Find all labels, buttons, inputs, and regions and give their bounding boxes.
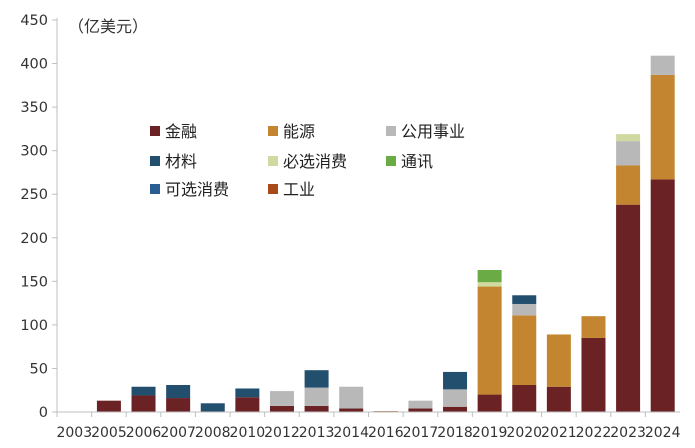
y-tick-label: 0 bbox=[39, 405, 48, 421]
bar-segment bbox=[616, 165, 641, 205]
legend-label: 公用事业 bbox=[401, 122, 465, 141]
y-tick-label: 100 bbox=[20, 318, 48, 334]
y-tick-label: 450 bbox=[20, 13, 48, 29]
bar-segment bbox=[650, 179, 675, 412]
bar-segment bbox=[443, 389, 468, 407]
legend-swatch bbox=[386, 126, 396, 136]
x-tick-label: 2003 bbox=[56, 425, 92, 441]
bar-segment bbox=[304, 405, 329, 412]
bar-segment bbox=[477, 270, 502, 283]
bar-segment bbox=[166, 398, 191, 412]
legend-label: 能源 bbox=[283, 122, 315, 141]
bar-segment bbox=[304, 387, 329, 406]
bar-segment bbox=[477, 394, 502, 412]
legend-swatch bbox=[150, 156, 160, 166]
x-tick-label: 2017 bbox=[403, 425, 439, 441]
legend-swatch bbox=[268, 126, 278, 136]
bar-segment bbox=[269, 391, 294, 406]
bar-segment bbox=[650, 74, 675, 180]
bar-segment bbox=[650, 55, 675, 75]
bar-segment bbox=[304, 370, 329, 388]
x-tick-label: 2006 bbox=[126, 425, 162, 441]
legend-swatch bbox=[268, 156, 278, 166]
bar-segment bbox=[96, 400, 121, 412]
y-tick-label: 200 bbox=[20, 231, 48, 247]
x-tick-label: 2018 bbox=[437, 425, 473, 441]
x-tick-label: 2024 bbox=[645, 425, 681, 441]
x-tick-label: 2008 bbox=[195, 425, 231, 441]
x-tick-label: 2022 bbox=[576, 425, 612, 441]
bar-segment bbox=[581, 337, 606, 412]
bar-segment bbox=[443, 371, 468, 390]
bar-segment bbox=[512, 303, 537, 316]
bar-segment bbox=[339, 408, 364, 412]
legend-label: 金融 bbox=[165, 122, 197, 141]
y-tick-label: 300 bbox=[20, 144, 48, 160]
x-tick-label: 2012 bbox=[264, 425, 300, 441]
legend-swatch bbox=[386, 156, 396, 166]
bar-segment bbox=[512, 384, 537, 412]
bars bbox=[96, 55, 675, 412]
y-tick-label: 350 bbox=[20, 100, 48, 116]
y-tick-label: 250 bbox=[20, 187, 48, 203]
x-tick-label: 2019 bbox=[472, 425, 508, 441]
bar-segment bbox=[443, 406, 468, 412]
x-tick-label: 2010 bbox=[230, 425, 266, 441]
bar-segment bbox=[131, 386, 156, 396]
legend-label: 材料 bbox=[165, 152, 197, 171]
bar-segment bbox=[546, 386, 571, 412]
bar-segment bbox=[408, 408, 433, 412]
bar-segment bbox=[200, 403, 225, 412]
y-tick-label: 400 bbox=[20, 57, 48, 73]
bar-segment bbox=[512, 295, 537, 304]
bar-segment bbox=[235, 397, 260, 412]
bar-segment bbox=[166, 384, 191, 399]
x-tick-label: 2013 bbox=[299, 425, 335, 441]
legend-swatch bbox=[150, 184, 160, 194]
bar-segment bbox=[616, 141, 641, 166]
x-tick-label: 2020 bbox=[506, 425, 542, 441]
x-tick-label: 2023 bbox=[610, 425, 646, 441]
legend-label: 可选消费 bbox=[165, 180, 229, 199]
y-tick-label: 50 bbox=[30, 361, 48, 377]
legend-label: 必选消费 bbox=[283, 152, 347, 171]
x-tick-label: 2016 bbox=[368, 425, 404, 441]
unit-label: （亿美元） bbox=[68, 17, 148, 36]
bar-segment bbox=[235, 388, 260, 398]
bar-segment bbox=[477, 282, 502, 287]
bar-segment bbox=[512, 315, 537, 385]
legend-label: 通讯 bbox=[401, 152, 433, 171]
bar-segment bbox=[546, 334, 571, 387]
bar-segment bbox=[616, 134, 641, 142]
legend-label: 工业 bbox=[283, 180, 315, 199]
x-axis: 2003200520062007200820102012201320142016… bbox=[56, 411, 681, 441]
bar-segment bbox=[339, 386, 364, 409]
bar-segment bbox=[477, 286, 502, 395]
y-tick-label: 150 bbox=[20, 274, 48, 290]
x-tick-label: 2005 bbox=[91, 425, 127, 441]
y-axis: 0 50 100 150 200 250 300 350 400 450 bbox=[20, 13, 58, 421]
x-tick-label: 2007 bbox=[160, 425, 196, 441]
legend-swatch bbox=[150, 126, 160, 136]
x-tick-label: 2021 bbox=[541, 425, 577, 441]
legend-swatch bbox=[268, 184, 278, 194]
bar-segment bbox=[616, 204, 641, 412]
bar-segment bbox=[131, 395, 156, 412]
bar-segment bbox=[408, 400, 433, 409]
bar-segment bbox=[581, 316, 606, 338]
x-tick-label: 2014 bbox=[333, 425, 369, 441]
bar-segment bbox=[269, 405, 294, 412]
